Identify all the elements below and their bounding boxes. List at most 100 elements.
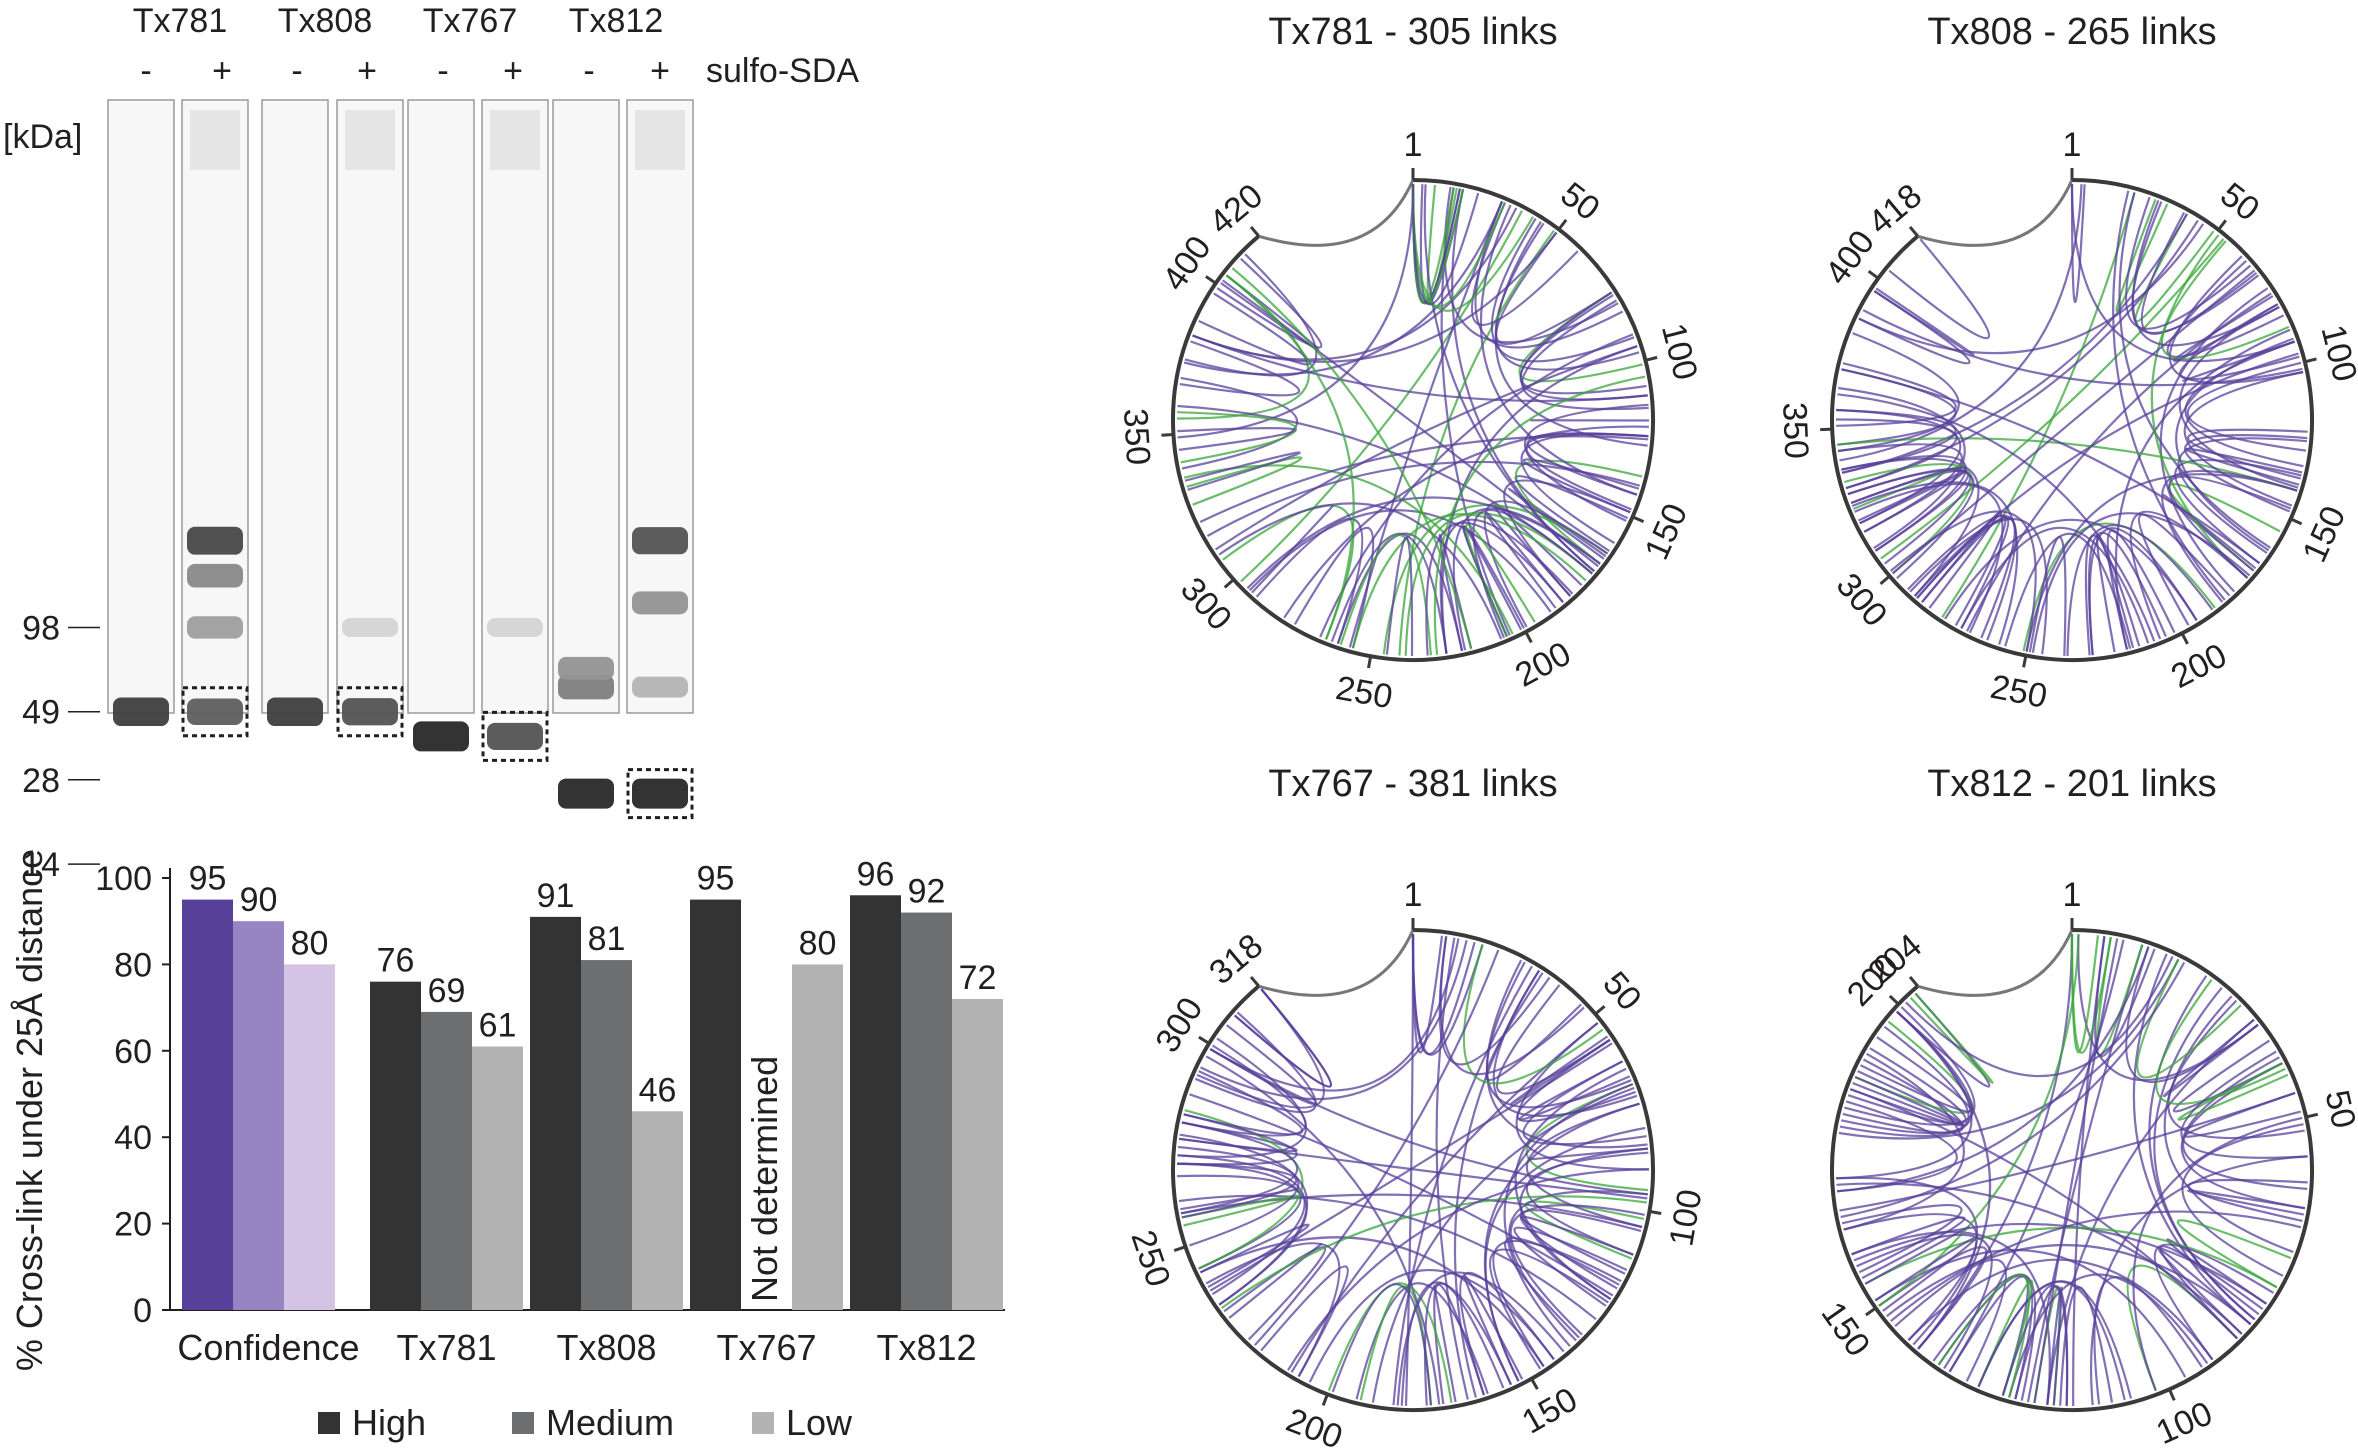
circos-tick	[1879, 574, 1891, 585]
circos-link	[2046, 1286, 2063, 1406]
circos-link	[1836, 1176, 1979, 1346]
circos-link	[1860, 1036, 1972, 1113]
bar	[284, 964, 335, 1310]
circos-link	[2175, 337, 2294, 552]
bar	[690, 899, 741, 1310]
circos-link	[1907, 1258, 2214, 1361]
gel-lane-frame	[336, 99, 404, 714]
legend-swatch	[752, 1412, 774, 1434]
circos-link	[1508, 1190, 1648, 1342]
bar	[370, 981, 421, 1310]
circos-link	[2150, 234, 2249, 579]
circos-tick	[1524, 631, 1533, 644]
circos-link	[1948, 939, 2125, 1373]
circos-link	[2131, 199, 2280, 347]
circos-link	[1176, 274, 1310, 420]
circos-link	[1209, 1024, 1318, 1106]
gel-band	[413, 721, 469, 752]
circos-link	[1525, 432, 1649, 511]
bar-value-label: 61	[479, 1006, 517, 1044]
circos-link	[1260, 1265, 1349, 1378]
circos-link	[2153, 1243, 2275, 1361]
circos-link	[2136, 958, 2242, 1079]
circos-link	[1253, 949, 1500, 1346]
circos-link	[1519, 1147, 1649, 1301]
circos-link	[1960, 526, 2150, 644]
circos-link	[1178, 1194, 1597, 1321]
circos-tick-label: 50	[1554, 175, 1607, 228]
circos-link	[1850, 466, 1966, 533]
circos-link	[1177, 411, 1297, 464]
y-tick-label: 40	[114, 1119, 152, 1157]
circos-link	[1490, 217, 1635, 363]
circos-link	[1836, 362, 1957, 427]
circos-link	[1470, 202, 1579, 326]
circos-tick	[1198, 1035, 1210, 1045]
bar-value-label: 69	[428, 972, 466, 1010]
circos-link	[1179, 340, 1301, 397]
circos-link	[1330, 532, 1448, 654]
circos-link	[1216, 257, 1323, 349]
gel-band	[487, 618, 543, 637]
circos-tick-label: 1	[1404, 126, 1423, 164]
gel-band	[113, 697, 169, 727]
circos-link	[2155, 979, 2286, 1105]
circos-tick-label: 1	[2063, 126, 2082, 164]
circos-link	[1489, 1248, 1609, 1370]
gel-lane-frame	[626, 99, 694, 714]
y-tick-label: 80	[114, 946, 152, 984]
gel-band-box	[626, 768, 694, 820]
circos-tick-label: 418	[1861, 177, 1929, 243]
gel-band	[632, 527, 688, 555]
gel-band	[487, 722, 543, 751]
circos-link	[2161, 469, 2298, 603]
y-tick-label: 100	[95, 860, 152, 898]
gel-band	[558, 778, 614, 809]
circos-link	[2160, 240, 2290, 360]
circos-link	[1483, 500, 1609, 628]
y-tick-label: 60	[114, 1033, 152, 1071]
circos-tick-label: 300	[1173, 570, 1239, 638]
circos-tick	[1367, 655, 1373, 669]
circos-link	[1917, 933, 2074, 1350]
circos-link	[1886, 1244, 2252, 1326]
lane-sign: +	[357, 52, 377, 90]
circos-link	[1845, 219, 2199, 490]
gel-lane-frame	[407, 99, 475, 714]
circos-link	[1515, 1022, 1650, 1171]
lane-sign: +	[503, 52, 523, 90]
circos-link	[1483, 1102, 1640, 1382]
circos-link	[1841, 368, 2261, 565]
circos-gap-link	[1917, 179, 2074, 247]
circos-link	[1351, 513, 1587, 649]
gel-lanes	[107, 99, 694, 820]
circos-link	[1509, 1204, 1645, 1336]
bar-value-label: 80	[799, 924, 837, 962]
bar-value-label: 92	[908, 873, 946, 911]
circos-link	[1937, 1273, 2031, 1398]
circos-link	[2025, 473, 2298, 652]
circos-tick-label: 350	[1116, 407, 1157, 466]
circos-link	[1492, 1239, 1622, 1368]
circos-link	[2183, 370, 2304, 507]
circos-link	[1841, 1204, 1963, 1274]
bar-value-label: 80	[291, 924, 329, 962]
circos-link	[1858, 223, 2205, 355]
circos-link	[1433, 1283, 1485, 1405]
circos-link	[1905, 956, 2174, 1078]
circos-link	[2059, 1286, 2114, 1406]
circos-link	[1837, 332, 1960, 453]
circos-link	[1180, 376, 1299, 470]
gel-lane-frame	[261, 99, 329, 714]
circos-tick	[1645, 355, 1658, 362]
circos-link	[1308, 1269, 1555, 1383]
circos-link	[1856, 1233, 1993, 1369]
circos-link	[1873, 287, 1975, 356]
circos-link	[1192, 231, 1558, 363]
circos-link	[1838, 386, 1966, 550]
circos-link	[2187, 1189, 2306, 1216]
circos-link	[1519, 1215, 1634, 1275]
circos-tick	[1908, 975, 1919, 988]
circos-tick-label: 350	[1775, 401, 1815, 459]
